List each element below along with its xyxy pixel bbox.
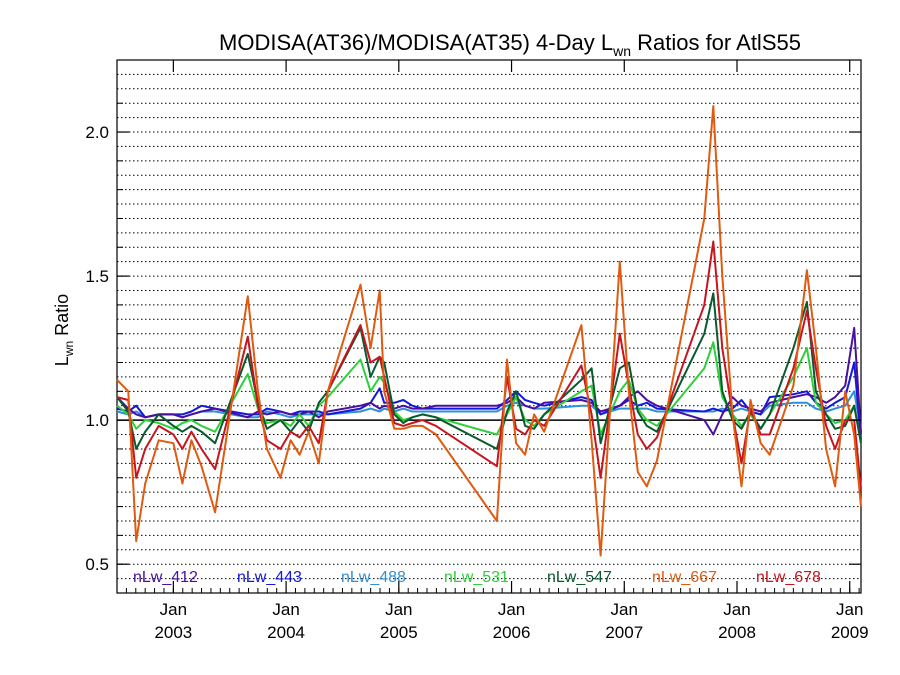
legend-entry-nLw_488: nLw_488 bbox=[341, 569, 406, 586]
chart-title: MODISA(AT36)/MODISA(AT35) 4-Day Lwn Rati… bbox=[219, 30, 801, 59]
legend: nLw_412 nLw_443 nLw_488 nLw_531 nLw_547 nLw_6… bbox=[133, 569, 821, 586]
chart-title-tail: Ratios for AtlS55 bbox=[631, 30, 801, 55]
y-axis-label-main: L bbox=[52, 356, 72, 366]
legend-entry-nLw_412: nLw_412 bbox=[133, 569, 198, 586]
x-tick-month: Jan bbox=[272, 600, 299, 619]
x-tick-year: 2009 bbox=[831, 623, 869, 642]
x-tick-month: Jan bbox=[836, 600, 863, 619]
x-tick-year: 2008 bbox=[718, 623, 756, 642]
legend-entry-nLw_443: nLw_443 bbox=[237, 569, 302, 586]
legend-entry-nLw_547: nLw_547 bbox=[547, 569, 612, 586]
x-tick-year: 2003 bbox=[154, 623, 192, 642]
x-tick-year: 2007 bbox=[605, 623, 643, 642]
x-tick-month: Jan bbox=[611, 600, 638, 619]
legend-entry-nLw_678: nLw_678 bbox=[756, 569, 821, 586]
x-tick-year: 2004 bbox=[267, 623, 305, 642]
y-tick-label: 1.5 bbox=[85, 267, 109, 286]
series-lines bbox=[116, 105, 862, 557]
plot-frame bbox=[116, 59, 862, 594]
series-line-nLw_667 bbox=[116, 105, 862, 557]
y-tick-label: 2.0 bbox=[85, 123, 109, 142]
series-line-nLw_412 bbox=[116, 326, 862, 436]
y-axis-label-tail: Ratio bbox=[52, 294, 72, 341]
x-tick-month: Jan bbox=[385, 600, 412, 619]
y-axis-label-subscript: wn bbox=[62, 341, 76, 357]
x-tick-month: Jan bbox=[160, 600, 187, 619]
legend-entry-nLw_667: nLw_667 bbox=[652, 569, 717, 586]
chart-title-main: MODISA(AT36)/MODISA(AT35) 4-Day L bbox=[219, 30, 613, 55]
x-tick-month: Jan bbox=[723, 600, 750, 619]
legend-entry-nLw_531: nLw_531 bbox=[444, 569, 509, 586]
chart-title-subscript: wn bbox=[612, 43, 631, 59]
y-tick-label: 1.0 bbox=[85, 411, 109, 430]
x-tick-year: 2006 bbox=[493, 623, 531, 642]
y-tick-label: 0.5 bbox=[85, 555, 109, 574]
x-axis: Jan 2003 Jan 2004 Jan 2005 Jan 2006 Jan 2007 Jan 20… bbox=[125, 60, 869, 642]
y-axis-label: Lwn Ratio bbox=[52, 294, 76, 366]
x-tick-month: Jan bbox=[498, 600, 525, 619]
y-axis: 0.5 1.0 1.5 2.0 bbox=[85, 102, 861, 574]
series-line-nLw_678 bbox=[116, 240, 862, 490]
grid-lines bbox=[117, 73, 861, 580]
x-tick-year: 2005 bbox=[380, 623, 418, 642]
